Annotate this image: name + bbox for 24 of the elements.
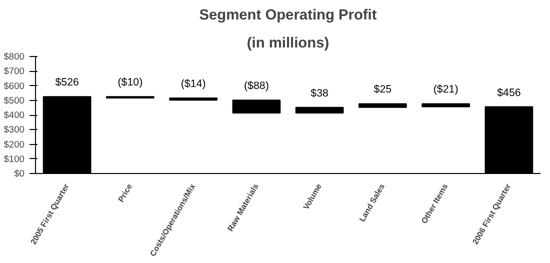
bar — [422, 103, 470, 108]
data-label: ($10) — [118, 76, 143, 89]
data-label: $456 — [497, 86, 521, 99]
y-tick-label: $0 — [14, 168, 25, 178]
y-tick-label: $100 — [4, 154, 25, 164]
bar — [232, 100, 281, 114]
chart-subtitle: (in millions) — [246, 36, 330, 52]
y-tick-label: $300 — [4, 124, 25, 135]
bar — [169, 98, 218, 101]
data-label: $526 — [55, 76, 79, 89]
data-label: $38 — [310, 87, 329, 100]
y-tick-label: $500 — [4, 95, 25, 106]
data-label: ($88) — [244, 80, 269, 92]
data-label: $25 — [374, 84, 392, 96]
y-tick-label: $800 — [4, 52, 25, 62]
chart-title: Segment Operating Profit — [199, 8, 377, 24]
bar — [358, 103, 407, 108]
bar — [295, 106, 344, 114]
y-tick-label: $200 — [4, 139, 25, 150]
y-tick-label: $600 — [4, 80, 25, 91]
y-tick-label: $700 — [4, 66, 25, 76]
data-label: ($21) — [433, 84, 458, 96]
data-label: ($14) — [180, 78, 206, 90]
y-tick-label: $400 — [4, 110, 25, 120]
